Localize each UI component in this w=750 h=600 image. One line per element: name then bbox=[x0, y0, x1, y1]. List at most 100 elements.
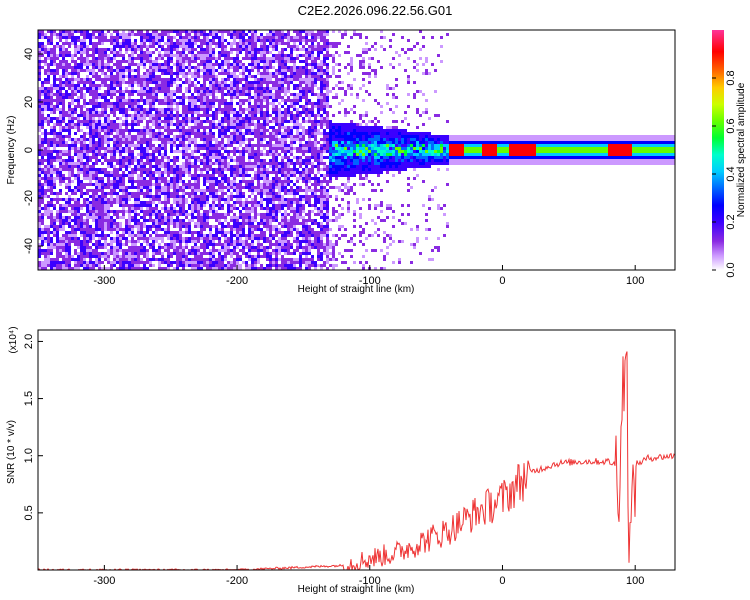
heatmap-cell bbox=[221, 123, 224, 126]
heatmap-cell bbox=[47, 36, 50, 39]
heatmap-cell bbox=[137, 105, 140, 108]
heatmap-cell bbox=[206, 222, 209, 225]
heatmap-cell bbox=[158, 111, 161, 114]
heatmap-cell bbox=[140, 63, 143, 66]
heatmap-cell bbox=[224, 159, 227, 162]
heatmap-cell bbox=[104, 138, 107, 141]
heatmap-cell bbox=[215, 111, 218, 114]
heatmap-cell bbox=[257, 90, 260, 93]
heatmap-cell bbox=[215, 57, 218, 60]
heatmap-cell bbox=[170, 129, 173, 132]
heatmap-cell bbox=[245, 57, 248, 60]
heatmap-cell bbox=[65, 192, 68, 195]
heatmap-cell bbox=[116, 45, 119, 48]
heatmap-cell bbox=[200, 252, 203, 255]
heatmap-cell bbox=[68, 237, 71, 240]
heatmap-cell bbox=[86, 261, 89, 264]
heatmap-cell bbox=[170, 42, 173, 45]
heatmap-cell bbox=[50, 237, 53, 240]
heatmap-cell bbox=[74, 126, 77, 129]
heatmap-cell bbox=[80, 90, 83, 93]
heatmap-cell bbox=[221, 126, 224, 129]
heatmap-cell bbox=[167, 255, 170, 258]
heatmap-cell bbox=[44, 168, 47, 171]
heatmap-cell bbox=[197, 246, 200, 249]
heatmap-cell bbox=[65, 246, 68, 249]
heatmap-cell bbox=[254, 258, 257, 261]
heatmap-cell bbox=[134, 159, 137, 162]
heatmap-cell bbox=[167, 66, 170, 69]
heatmap-cell bbox=[185, 60, 188, 63]
heatmap-cell bbox=[98, 84, 101, 87]
heatmap-cell bbox=[197, 72, 200, 75]
heatmap-cell bbox=[116, 237, 119, 240]
heatmap-cell bbox=[218, 171, 221, 174]
heatmap-cell bbox=[170, 120, 173, 123]
heatmap-cell bbox=[179, 180, 182, 183]
heatmap-cell bbox=[41, 150, 44, 153]
heatmap-cell bbox=[86, 189, 89, 192]
heatmap-cell bbox=[80, 240, 83, 243]
heatmap-cell bbox=[266, 192, 269, 195]
heatmap-cell bbox=[170, 114, 173, 117]
heatmap-cell bbox=[203, 261, 206, 264]
heatmap-cell bbox=[173, 54, 176, 57]
heatmap-cell bbox=[245, 216, 248, 219]
heatmap-cell bbox=[155, 147, 158, 150]
heatmap-cell bbox=[65, 252, 68, 255]
heatmap-cell bbox=[83, 39, 86, 42]
heatmap-cell bbox=[104, 75, 107, 78]
heatmap-cell bbox=[227, 246, 230, 249]
heatmap-cell bbox=[53, 141, 56, 144]
heatmap-cell bbox=[209, 150, 212, 153]
heatmap-cell bbox=[191, 99, 194, 102]
heatmap-cell bbox=[194, 132, 197, 135]
heatmap-cell bbox=[95, 153, 98, 156]
heatmap-cell bbox=[71, 102, 74, 105]
heatmap-cell bbox=[77, 174, 80, 177]
heatmap-cell bbox=[155, 39, 158, 42]
heatmap-cell bbox=[89, 159, 92, 162]
heatmap-cell bbox=[83, 135, 86, 138]
heatmap-cell bbox=[149, 198, 152, 201]
heatmap-cell bbox=[263, 45, 266, 48]
heatmap-cell bbox=[98, 219, 101, 222]
heatmap-cell bbox=[128, 45, 131, 48]
heatmap-cell bbox=[92, 102, 95, 105]
heatmap-cell bbox=[197, 267, 200, 270]
heatmap-cell bbox=[119, 156, 122, 159]
heatmap-cell bbox=[74, 105, 77, 108]
heatmap-cell bbox=[233, 57, 236, 60]
heatmap-cell bbox=[230, 150, 233, 153]
heatmap-cell bbox=[224, 156, 227, 159]
heatmap-cell bbox=[257, 60, 260, 63]
heatmap-cell bbox=[62, 75, 65, 78]
heatmap-cell bbox=[212, 57, 215, 60]
heatmap-cell bbox=[257, 171, 260, 174]
heatmap-cell bbox=[182, 180, 185, 183]
heatmap-cell bbox=[248, 234, 251, 237]
heatmap-cell bbox=[242, 231, 245, 234]
heatmap-cell bbox=[128, 219, 131, 222]
heatmap-cell bbox=[86, 252, 89, 255]
heatmap-cell bbox=[212, 207, 215, 210]
heatmap-cell bbox=[230, 264, 233, 267]
heatmap-cell bbox=[170, 165, 173, 168]
heatmap-cell bbox=[56, 156, 59, 159]
heatmap-cell bbox=[158, 168, 161, 171]
heatmap-cell bbox=[62, 117, 65, 120]
heatmap-cell bbox=[155, 189, 158, 192]
heatmap-cell bbox=[191, 75, 194, 78]
heatmap-cell bbox=[155, 171, 158, 174]
heatmap-cell bbox=[173, 240, 176, 243]
heatmap-cell bbox=[125, 33, 128, 36]
heatmap-cell bbox=[146, 261, 149, 264]
heatmap-cell bbox=[173, 78, 176, 81]
heatmap-cell bbox=[128, 54, 131, 57]
heatmap-cell bbox=[50, 63, 53, 66]
heatmap-cell bbox=[212, 84, 215, 87]
heatmap-cell bbox=[260, 264, 263, 267]
heatmap-cell bbox=[254, 105, 257, 108]
heatmap-cell bbox=[107, 219, 110, 222]
heatmap-cell bbox=[239, 99, 242, 102]
